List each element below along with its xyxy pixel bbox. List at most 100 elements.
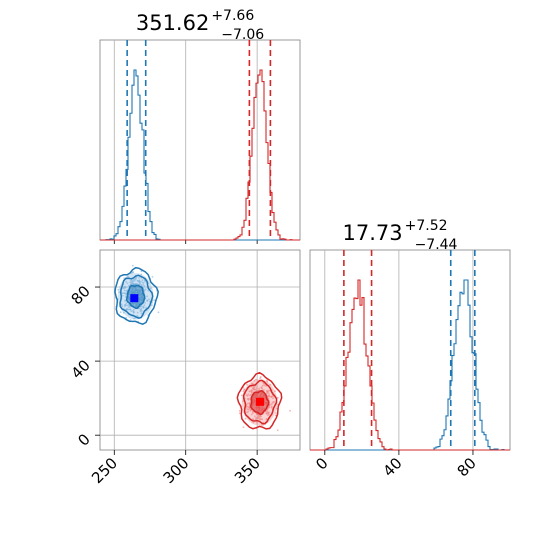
contour-level-2-series-1 (236, 371, 283, 430)
scatter-point-series-1 (258, 387, 260, 390)
scatter-point-series-1 (246, 402, 249, 405)
scatter-point-series-0 (136, 291, 139, 294)
scatter-point-series-1 (246, 395, 249, 397)
scatter-point-series-1 (256, 421, 258, 424)
scatter-point-series-0 (133, 286, 136, 289)
scatter-point-series-1 (254, 388, 257, 391)
scatter-point-series-0 (123, 287, 126, 290)
scatter-point-series-1 (258, 406, 260, 409)
scatter-point-series-1 (242, 400, 245, 403)
scatter-point-series-0 (118, 291, 121, 294)
scatter-point-series-1 (238, 412, 241, 415)
scatter-point-series-0 (151, 276, 154, 278)
scatter-point-series-0 (140, 273, 143, 276)
scatter-point-series-1 (269, 383, 272, 386)
scatter-point-series-0 (142, 283, 145, 286)
scatter-2d-x-tick-label-0: 250 (88, 454, 121, 487)
scatter-point-series-0 (129, 305, 131, 308)
scatter-point-series-1 (255, 378, 257, 381)
param1-minus-error: −7.06 (221, 27, 264, 43)
scatter-point-series-1 (253, 388, 255, 391)
scatter-point-series-1 (246, 408, 249, 410)
scatter-point-series-0 (134, 290, 137, 292)
scatter-point-series-0 (125, 302, 128, 305)
scatter-2d-x-tick-label-1: 300 (160, 454, 193, 487)
scatter-point-series-0 (123, 305, 126, 308)
scatter-point-series-0 (139, 289, 142, 291)
scatter-point-series-0 (132, 283, 135, 285)
scatter-point-series-0 (125, 289, 128, 292)
scatter-point-series-0 (123, 292, 126, 295)
scatter-point-series-1 (261, 406, 264, 408)
scatter-point-series-1 (244, 417, 247, 420)
scatter-point-series-1 (266, 412, 268, 415)
hist-param2-x-tick-label-0: 0 (312, 454, 331, 473)
scatter-point-series-1 (255, 393, 257, 396)
scatter-point-series-1 (259, 415, 261, 417)
scatter-point-series-0 (143, 304, 146, 307)
scatter-point-series-0 (146, 295, 149, 298)
scatter-point-series-1 (268, 406, 271, 409)
scatter-2d-y-tick-label-1: 40 (68, 356, 94, 382)
scatter-point-series-0 (153, 299, 156, 302)
hist-param1-series-1 (100, 69, 300, 241)
scatter-point-series-0 (132, 311, 135, 314)
hist-param1-quantile-lines (126, 40, 272, 240)
scatter-point-series-0 (140, 310, 143, 312)
param1-title: 351.62 +7.66 −7.06 (136, 8, 264, 43)
param2-plus-error: +7.52 (405, 218, 448, 234)
scatter-point-series-0 (144, 288, 147, 291)
scatter-point-series-0 (132, 310, 134, 312)
scatter-point-series-0 (129, 308, 132, 311)
scatter-point-series-1 (242, 426, 245, 429)
scatter-point-series-0 (133, 278, 136, 281)
scatter-2d-y-tick-label-2: 80 (68, 282, 94, 308)
param1-plus-error: +7.66 (211, 8, 254, 24)
scatter-point-series-1 (265, 402, 267, 404)
scatter-point-series-0 (125, 304, 127, 307)
contour-level-1-series-0 (119, 274, 154, 319)
scatter-point-series-1 (270, 405, 273, 408)
scatter-point-series-0 (132, 280, 135, 283)
scatter-point-series-0 (157, 311, 160, 314)
scatter-point-series-1 (258, 389, 260, 391)
scatter-point-series-0 (135, 291, 137, 294)
scatter-point-series-0 (145, 306, 148, 309)
scatter-point-series-1 (253, 401, 256, 404)
scatter-point-series-1 (261, 418, 263, 421)
truth-marker-series-0 (130, 294, 139, 303)
scatter-point-series-1 (251, 389, 254, 392)
scatter-point-series-1 (267, 397, 270, 400)
scatter-point-series-1 (266, 395, 269, 398)
scatter-point-series-0 (125, 293, 128, 295)
scatter-point-series-1 (252, 397, 255, 400)
scatter-point-series-1 (275, 407, 278, 410)
scatter-point-series-0 (144, 302, 147, 304)
scatter-2d-x-ticks: 250 300 350 (88, 450, 264, 487)
scatter-point-series-0 (140, 307, 143, 310)
scatter-point-series-1 (243, 388, 246, 391)
scatter-point-series-0 (123, 289, 126, 292)
scatter-point-series-0 (143, 285, 146, 287)
scatter-point-series-1 (259, 410, 262, 413)
scatter-point-series-1 (248, 390, 251, 393)
scatter-point-series-1 (252, 418, 254, 421)
hist-param2-series-0 (310, 279, 510, 451)
scatter-point-series-0 (119, 311, 122, 314)
scatter-point-series-1 (268, 393, 270, 395)
param2-title: 17.73 +7.52 −7.44 (343, 218, 458, 253)
param2-minus-error: −7.44 (415, 237, 458, 253)
scatter-2d-markers (130, 294, 264, 406)
scatter-point-series-1 (271, 395, 273, 398)
scatter-point-series-1 (247, 393, 250, 396)
scatter-point-series-1 (276, 429, 279, 432)
scatter-point-series-1 (266, 410, 269, 413)
hist-param2-x-ticks: 0 40 80 (312, 450, 480, 480)
hist-param1-panel: 351.62 +7.66 −7.06 (99, 8, 301, 244)
scatter-point-series-0 (126, 282, 129, 285)
scatter-point-series-1 (250, 413, 253, 416)
scatter-point-series-0 (121, 305, 124, 308)
scatter-point-series-1 (247, 397, 250, 400)
scatter-point-series-1 (253, 407, 256, 409)
